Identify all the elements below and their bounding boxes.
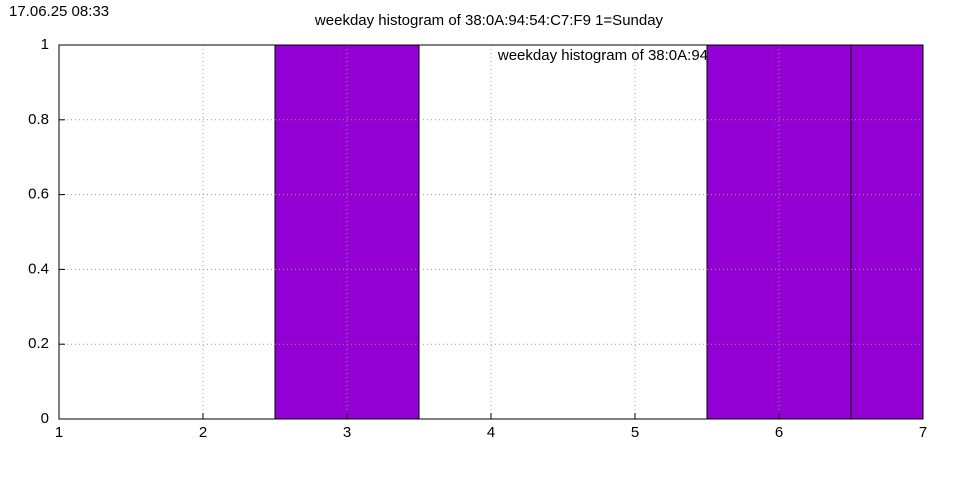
y-tick-label: 0.6 (28, 186, 49, 203)
bar (706, 45, 852, 419)
x-tick-label: 7 (919, 424, 927, 441)
x-tick-label: 3 (343, 424, 351, 441)
bar (850, 45, 923, 419)
y-tick-label: 0.2 (28, 335, 49, 352)
y-tick-label: 0.4 (28, 260, 49, 277)
legend-label: weekday histogram of 38:0A:94 (497, 47, 708, 64)
x-tick-label: 6 (775, 424, 783, 441)
y-tick-label: 0 (41, 410, 49, 427)
legend-swatch (716, 50, 760, 62)
plot-border (58, 44, 924, 420)
chart-title: weekday histogram of 38:0A:94:54:C7:F9 1… (314, 12, 664, 29)
plot-area (274, 45, 923, 419)
bar (274, 45, 420, 419)
y-tick-label: 1 (41, 36, 49, 53)
x-tick-label: 5 (631, 424, 639, 441)
y-tick-label: 0.8 (28, 111, 49, 128)
x-tick-label: 1 (55, 424, 63, 441)
x-tick-label: 2 (199, 424, 207, 441)
timestamp: 17.06.25 08:33 (9, 3, 109, 20)
x-tick-label: 4 (487, 424, 495, 441)
